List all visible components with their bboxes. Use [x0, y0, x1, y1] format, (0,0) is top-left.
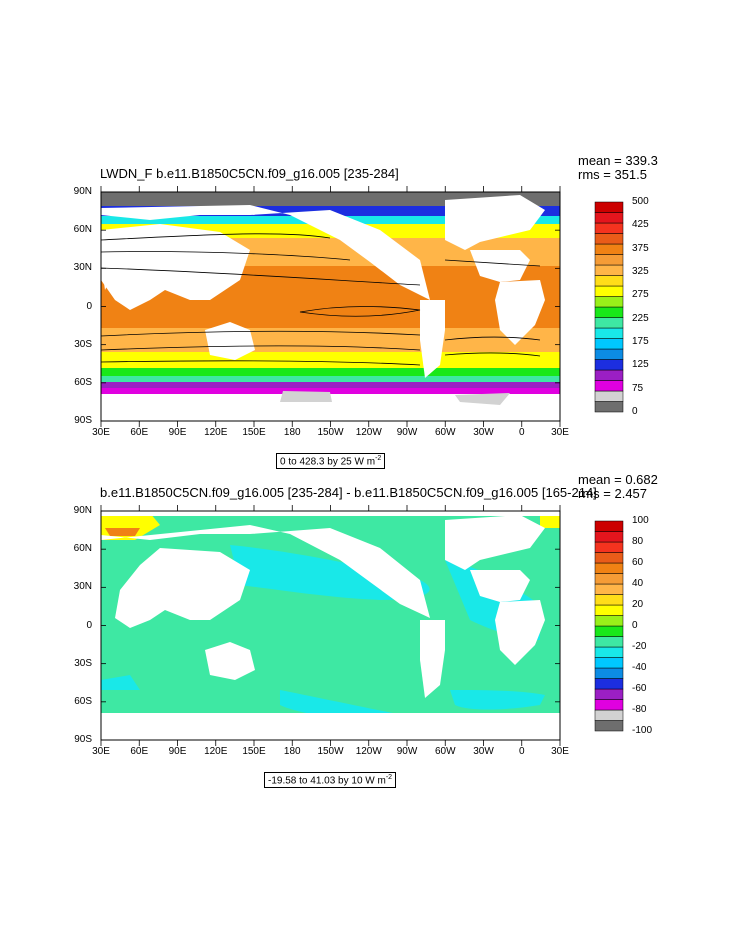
- panel2-colorbar-label: -40: [632, 662, 647, 673]
- panel2-lon-label: 180: [283, 746, 301, 757]
- panel2-colorbar-swatch: [594, 667, 624, 679]
- panel2-colorbar-swatch: [594, 646, 624, 658]
- panel1-lon-label: 30E: [92, 427, 110, 438]
- panel1-lon-label: 120E: [204, 427, 228, 438]
- panel2-colorbar-swatch: [594, 625, 624, 637]
- panel2-colorbar-label: -80: [632, 704, 647, 715]
- panel1-colorbar-swatch: [594, 201, 624, 213]
- panel1-rms: rms = 351.5: [578, 167, 648, 182]
- panel2-colorbar-swatch: [594, 594, 624, 606]
- panel2-colorbar-label: 80: [632, 536, 644, 547]
- panel2-lon-label: 90W: [396, 746, 418, 757]
- panel1-colorbar-label: 425: [632, 219, 649, 231]
- panel2-lon-label: 120E: [204, 746, 228, 757]
- panel2-lon-label: 120W: [355, 746, 382, 757]
- panel1-mean: mean = 339.3: [578, 153, 658, 168]
- panel2-lon-label: 30E: [551, 746, 569, 757]
- panel2-lon-label: 150E: [242, 746, 266, 757]
- panel1-lat-label: 60S: [74, 376, 92, 388]
- panel1-lat-label: 30S: [74, 338, 92, 350]
- panel2-colorbar-swatch: [594, 636, 624, 648]
- panel1-lat-label: 60N: [73, 224, 92, 236]
- panel2-rms: rms = 2.457: [578, 486, 648, 501]
- panel2-lon-label: 60E: [130, 746, 149, 757]
- panel1-colorbar-label: 325: [632, 266, 649, 277]
- panel2-colorbar-label: -100: [632, 725, 653, 736]
- panel1-colorbar-label: 175: [632, 336, 649, 347]
- panel2-lat-label: 0: [86, 619, 92, 631]
- panel2-lon-label: 30E: [92, 746, 110, 757]
- panel2-colorbar-label: 40: [632, 578, 644, 589]
- panel2-lat-label: 30S: [74, 657, 92, 669]
- panel2-mean: mean = 0.682: [578, 472, 658, 487]
- panel1-lon-label: 0: [518, 427, 525, 438]
- panel1-contour-info-text: 0 to 428.3 by 25 W m: [280, 456, 376, 468]
- panel1-lon-label: 90E: [168, 427, 187, 438]
- panel2-colorbar-swatch: [594, 541, 624, 553]
- panel2-colorbar-swatch: [594, 604, 624, 616]
- panel2-colorbar-swatch: [594, 562, 624, 574]
- panel2-colorbar-label: -60: [632, 683, 647, 694]
- panel2-colorbar-swatch: [594, 720, 624, 732]
- panel2-lon-label: 150W: [317, 746, 344, 757]
- panel1-lon-label: 120W: [355, 427, 382, 438]
- panel2-colorbar-swatch: [594, 688, 624, 700]
- panel2-lon-label: 0: [518, 746, 525, 757]
- panel1-lon-label: 90W: [396, 427, 418, 438]
- panel2-colorbar-swatch: [594, 573, 624, 585]
- panel1-colorbar-label: 500: [632, 196, 649, 207]
- panel1-lon-label: 30W: [473, 427, 494, 438]
- panel2-colorbar-label: 60: [632, 557, 644, 568]
- panel2-colorbar-label: 100: [632, 515, 649, 526]
- panel2-lon-label: 60W: [434, 746, 456, 757]
- panel1-title: LWDN_F b.e11.B1850C5CN.f09_g16.005 [235-…: [100, 166, 399, 181]
- panel2-lat-label: 30N: [73, 581, 92, 593]
- panel1-colorbar-label: 125: [632, 359, 649, 371]
- panel1-lon-label: 150E: [242, 427, 266, 438]
- panel2-colorbar-label: 20: [632, 599, 644, 610]
- panel2-title: b.e11.B1850C5CN.f09_g16.005 [235-284] - …: [100, 485, 597, 500]
- panel2-colorbar-swatch: [594, 531, 624, 543]
- panel2-colorbar-swatch: [594, 699, 624, 711]
- panel2-colorbar-swatch: [594, 583, 624, 595]
- panel1-colorbar-label: 75: [632, 382, 644, 394]
- panel2-lon-label: 90E: [168, 746, 187, 757]
- panel1-colorbar-label: 225: [632, 312, 649, 324]
- panel2-lat-label: 60S: [74, 695, 92, 707]
- panel1-colorbar-label: 375: [632, 242, 649, 254]
- panel2-colorbar-label: 0: [632, 620, 638, 631]
- panel2-lon-label: 30W: [473, 746, 494, 757]
- panel2-colorbar-swatch: [594, 678, 624, 690]
- panel1-colorbar-label: 0: [632, 406, 638, 417]
- panel1-lon-label: 30E: [551, 427, 569, 438]
- panel1-contour-info: 0 to 428.3 by 25 W m-2: [276, 453, 386, 470]
- panel2-colorbar-swatch: [594, 709, 624, 721]
- panel1-contour-info-sup: -2: [375, 455, 382, 462]
- panel1-lat-label: 0: [86, 300, 92, 312]
- panel1-lat-label: 90N: [73, 186, 92, 197]
- panel2-colorbar-swatch: [594, 657, 624, 669]
- panel1-lat-label: 30N: [73, 262, 92, 274]
- panel1-lon-label: 60W: [434, 427, 456, 438]
- panel2-contour-info: -19.58 to 41.03 by 10 W m-2: [264, 772, 397, 789]
- panel2-lat-label: 60N: [73, 543, 92, 555]
- panel1-lon-label: 60E: [130, 427, 149, 438]
- panel2-colorbar-label: -20: [632, 641, 647, 652]
- panel2-lat-label: 90N: [73, 505, 92, 516]
- panel1-lon-label: 150W: [317, 427, 344, 438]
- panel2-contour-info-text: -19.58 to 41.03 by 10 W m: [268, 775, 386, 787]
- panel2-colorbar-swatch: [594, 520, 624, 532]
- panel2-colorbar-swatch: [594, 552, 624, 564]
- panel2-lat-label: 90S: [74, 734, 92, 745]
- panel1-colorbar-label: 275: [632, 289, 649, 301]
- panel1-lon-label: 180: [283, 427, 301, 438]
- panel1-lat-label: 90S: [74, 415, 92, 426]
- panel2-colorbar-swatch: [594, 615, 624, 627]
- panel2-contour-info-sup: -2: [385, 774, 393, 781]
